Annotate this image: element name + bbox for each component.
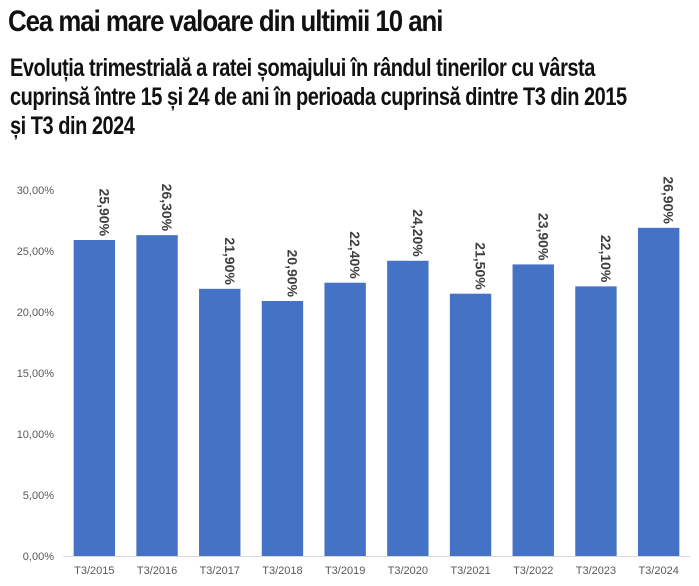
x-tick-label: T3/2015 — [74, 565, 114, 577]
data-label: 23,90% — [535, 213, 551, 261]
y-tick-label: 30,00% — [17, 185, 55, 197]
bar — [575, 286, 617, 556]
y-tick-label: 10,00% — [17, 429, 55, 441]
bar — [637, 227, 680, 556]
x-tick-label: T3/2017 — [200, 565, 240, 577]
bar — [199, 288, 241, 556]
data-label: 24,20% — [410, 209, 426, 257]
data-label: 21,50% — [473, 242, 489, 290]
y-tick-label: 20,00% — [17, 307, 55, 319]
bar — [387, 260, 429, 556]
y-tick-label: 0,00% — [23, 551, 54, 563]
data-label: 26,30% — [159, 184, 175, 232]
x-tick-label: T3/2018 — [262, 565, 302, 577]
chart-title: Cea mai mare valoare din ultimii 10 ani — [8, 5, 443, 38]
data-label: 22,10% — [598, 235, 614, 283]
bar — [73, 240, 116, 556]
y-tick-label: 15,00% — [17, 368, 55, 380]
x-tick-label: T3/2024 — [638, 565, 678, 577]
y-axis: 0,00% 5,00% 10,00% 15,00% 20,00% 25,00% 30,00% — [17, 185, 55, 563]
data-label: 25,90% — [96, 189, 112, 237]
x-tick-label: T3/2016 — [137, 565, 177, 577]
x-tick-label: T3/2020 — [388, 565, 428, 577]
bar — [449, 293, 492, 556]
bar — [136, 235, 178, 556]
data-label: 21,90% — [222, 237, 238, 285]
x-tick-label: T3/2022 — [513, 565, 553, 577]
y-tick-label: 25,00% — [17, 246, 55, 258]
data-label: 22,40% — [347, 231, 363, 279]
x-tick-label: T3/2023 — [576, 565, 616, 577]
data-label: 20,90% — [284, 250, 300, 298]
bar — [261, 301, 304, 556]
x-axis: T3/2015 T3/2016 T3/2017 T3/2018 T3/2019 T3/20… — [63, 556, 690, 577]
bar — [512, 264, 554, 556]
x-tick-label: T3/2021 — [450, 565, 490, 577]
y-tick-label: 5,00% — [23, 490, 54, 502]
chart-subtitle: Evoluția trimestrială a ratei șomajului … — [10, 54, 627, 140]
bars: 25,90% 26,30% 21,90% 20,90% 22,40% 24,20% 21,5… — [73, 176, 680, 556]
data-label: 26,90% — [661, 176, 677, 224]
x-tick-label: T3/2019 — [325, 565, 365, 577]
bar — [324, 282, 366, 556]
